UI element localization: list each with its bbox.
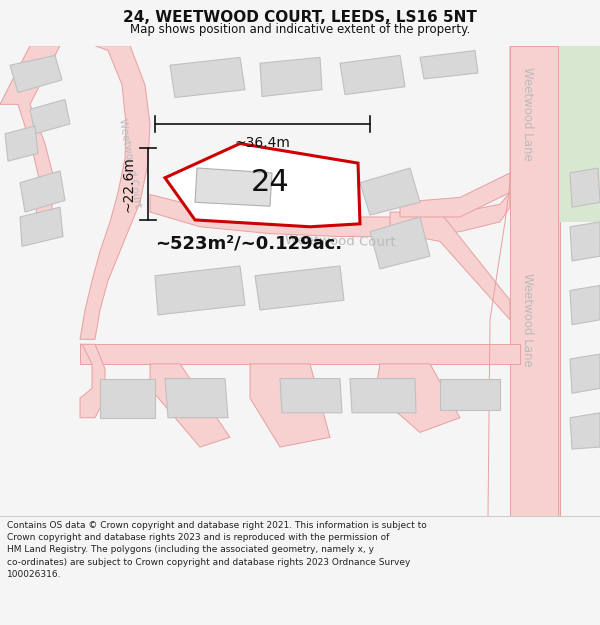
Polygon shape xyxy=(400,173,510,217)
Text: Weetwo…d Court: Weetwo…d Court xyxy=(117,118,143,209)
Polygon shape xyxy=(195,168,272,206)
Text: ~36.4m: ~36.4m xyxy=(235,136,290,150)
Polygon shape xyxy=(100,379,155,418)
Polygon shape xyxy=(10,56,62,92)
Polygon shape xyxy=(570,222,600,261)
Polygon shape xyxy=(20,208,63,246)
Text: ~523m²/~0.129ac.: ~523m²/~0.129ac. xyxy=(155,234,342,253)
Polygon shape xyxy=(0,46,60,222)
Polygon shape xyxy=(570,354,600,393)
Text: 24, WEETWOOD COURT, LEEDS, LS16 5NT: 24, WEETWOOD COURT, LEEDS, LS16 5NT xyxy=(123,10,477,25)
Text: 24: 24 xyxy=(251,168,289,198)
Polygon shape xyxy=(510,46,560,516)
Text: Contains OS data © Crown copyright and database right 2021. This information is : Contains OS data © Crown copyright and d… xyxy=(7,521,427,579)
Polygon shape xyxy=(558,46,600,222)
Polygon shape xyxy=(280,379,342,412)
Polygon shape xyxy=(155,266,245,315)
Polygon shape xyxy=(30,99,70,134)
Polygon shape xyxy=(420,51,478,79)
Text: Weetwood Lane: Weetwood Lane xyxy=(521,68,533,161)
Polygon shape xyxy=(150,192,510,236)
Polygon shape xyxy=(390,212,510,320)
Polygon shape xyxy=(570,286,600,325)
Polygon shape xyxy=(5,126,38,161)
Polygon shape xyxy=(360,168,420,215)
Polygon shape xyxy=(80,46,150,339)
Polygon shape xyxy=(170,58,245,98)
Polygon shape xyxy=(255,266,344,310)
Polygon shape xyxy=(340,56,405,94)
Polygon shape xyxy=(150,364,230,447)
Polygon shape xyxy=(80,344,105,418)
Polygon shape xyxy=(370,217,430,269)
Polygon shape xyxy=(165,144,360,227)
Polygon shape xyxy=(260,58,322,96)
Polygon shape xyxy=(570,168,600,208)
Text: ~22.6m: ~22.6m xyxy=(122,156,136,212)
Polygon shape xyxy=(250,364,330,447)
Polygon shape xyxy=(375,364,460,432)
Polygon shape xyxy=(350,379,416,412)
Polygon shape xyxy=(20,171,65,212)
Polygon shape xyxy=(440,379,500,410)
Text: Map shows position and indicative extent of the property.: Map shows position and indicative extent… xyxy=(130,22,470,36)
Text: Weetwood Lane: Weetwood Lane xyxy=(521,273,533,367)
Polygon shape xyxy=(80,344,520,364)
Polygon shape xyxy=(570,412,600,449)
Text: Weetwood Court: Weetwood Court xyxy=(284,234,395,249)
Polygon shape xyxy=(165,379,228,418)
